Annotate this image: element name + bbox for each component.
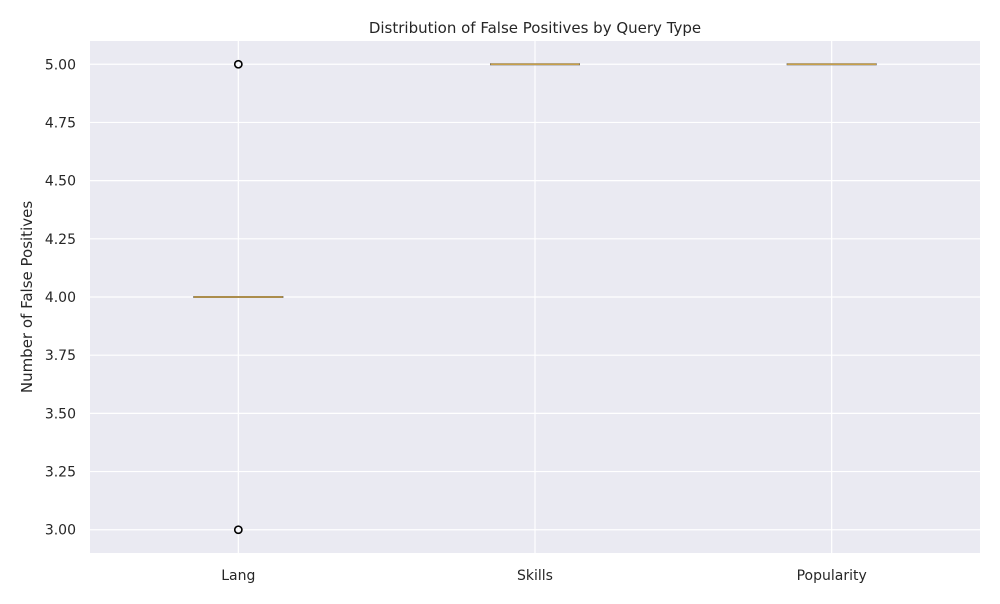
outlier-point [233,525,243,535]
box-lang [193,59,284,535]
box-popularity [786,63,877,66]
y-tick-label: 4.25 [45,232,76,248]
box-skills [490,63,580,66]
x-tick-label: Skills [517,568,553,584]
y-axis-label: Number of False Positives [18,201,36,393]
y-tick-label: 5.00 [45,57,76,73]
y-tick-label: 4.00 [45,290,76,306]
chart-title: Distribution of False Positives by Query… [369,19,701,37]
outlier-point [233,59,243,69]
y-tick-label: 4.50 [45,174,76,190]
x-tick-label: Popularity [797,568,867,584]
y-tick-label: 3.25 [45,465,76,481]
y-tick-label: 3.00 [45,523,76,539]
y-tick-label: 3.75 [45,348,76,364]
y-tick-label: 4.75 [45,115,76,131]
x-tick-label: Lang [221,568,255,584]
y-tick-label: 3.50 [45,406,76,422]
